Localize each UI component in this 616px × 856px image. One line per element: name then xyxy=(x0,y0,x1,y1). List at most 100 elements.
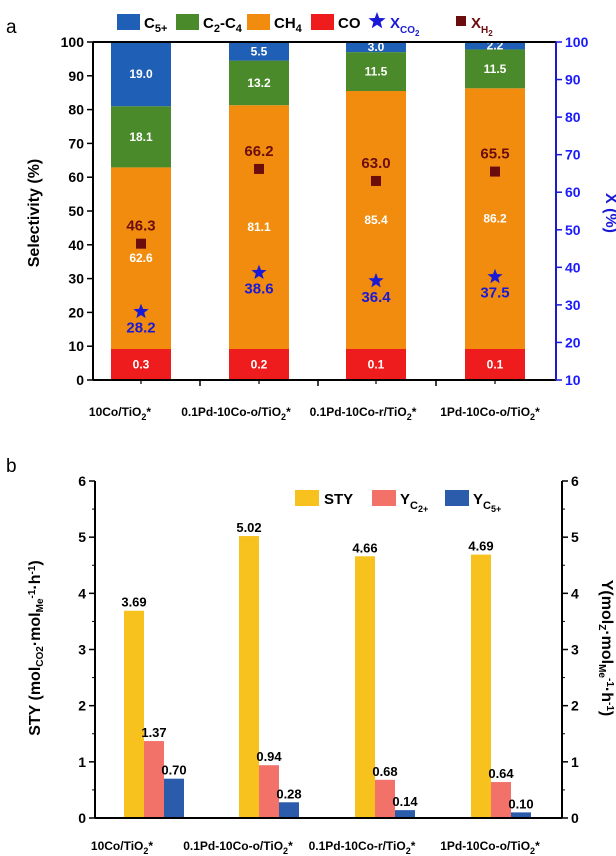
xco2-marker-3 xyxy=(487,268,503,284)
legend-star-icon xyxy=(368,12,386,29)
legend-label-yc5: YC5+ xyxy=(473,491,501,514)
panel-a-ytick-label-6: 60 xyxy=(68,169,84,185)
xh2-marker-2 xyxy=(371,175,381,186)
bar-label-ch4-3: 86.2 xyxy=(483,212,507,226)
bar-sty-1 xyxy=(239,536,259,818)
bar-label-c2c4-3: 11.5 xyxy=(484,62,507,76)
panel-b-y2tick-label-0: 0 xyxy=(571,810,579,826)
panel-b-y2tick-label-5: 5 xyxy=(571,529,579,545)
xco2-label-1: 38.6 xyxy=(244,281,273,298)
panel-b-y2tick-label-2: 2 xyxy=(571,698,579,714)
legend-label-yc2: YC2+ xyxy=(400,491,428,514)
panel-a-ytick-label-3: 30 xyxy=(68,271,84,287)
bar-co-1 xyxy=(229,349,289,380)
bar-yc5-2 xyxy=(395,810,415,818)
panel-b-tick-label-1: 0.1Pd-10Co-o/TiO2* xyxy=(183,839,293,856)
legend-label-xh2: XH2 xyxy=(471,15,493,38)
panel-b: b 3.69 1.37 0.70 5.02 0.94 0.28 4.66 0.68 0.14 4.… xyxy=(6,456,615,856)
bar-label-c2c4-2: 11.5 xyxy=(365,65,388,79)
legend-label-ch4: CH4 xyxy=(274,15,303,35)
panel-a-ytick-label-1: 10 xyxy=(68,338,84,354)
bar-label-sty-0: 3.69 xyxy=(121,595,146,610)
panel-a-y2tick-label-2: 30 xyxy=(565,297,581,313)
legend-swatch-sty xyxy=(295,490,319,506)
panel-a-tick-label-3: 1Pd-10Co-o/TiO2* xyxy=(440,405,540,422)
bar-ch4-3 xyxy=(465,88,525,349)
bar-c5-1 xyxy=(229,42,289,61)
bar-yc5-1 xyxy=(279,802,299,818)
legend-swatch-co xyxy=(311,14,334,30)
panel-b-y2tick-label-4: 4 xyxy=(571,585,579,601)
legend-swatch-c2c4 xyxy=(176,14,199,30)
panel-b-legend: STY YC2+ YC5+ xyxy=(295,490,501,514)
bar-c2c4-1 xyxy=(229,60,289,106)
panel-a-ytick-label-2: 20 xyxy=(68,304,84,320)
panel-a-ytick-label-10: 100 xyxy=(61,34,85,50)
panel-a-ytick-label-0: 0 xyxy=(76,372,84,388)
bar-sty-2 xyxy=(355,556,375,818)
panel-a-ytick-label-5: 50 xyxy=(68,203,84,219)
panel-a-y2tick-label-6: 70 xyxy=(565,147,581,163)
xco2-marker-1 xyxy=(251,264,267,280)
legend-swatch-yc2 xyxy=(372,490,396,506)
panel-a-y2tick-label-9: 100 xyxy=(565,34,589,50)
bar-label-co-1: 0.2 xyxy=(251,358,268,372)
panel-a-ytick-label-9: 90 xyxy=(68,68,84,84)
xco2-marker-0 xyxy=(133,303,149,319)
bar-label-yc5-0: 0.70 xyxy=(161,763,186,778)
panel-b-tick-label-2: 0.1Pd-10Co-r/TiO2* xyxy=(309,839,416,856)
bar-c5-0 xyxy=(111,42,171,107)
legend-swatch-yc5 xyxy=(445,490,469,506)
xh2-label-0: 46.3 xyxy=(126,218,155,235)
bar-label-co-0: 0.3 xyxy=(133,358,150,372)
bar-c5-2 xyxy=(346,42,406,53)
legend-label-c2c4: C2-C4 xyxy=(203,15,243,35)
bar-ch4-2 xyxy=(346,91,406,349)
panel-b-ytick-label-0: 0 xyxy=(78,810,86,826)
bar-label-yc5-1: 0.28 xyxy=(276,786,301,801)
bar-label-co-3: 0.1 xyxy=(487,358,504,372)
legend-label-co: CO xyxy=(338,15,361,32)
panel-b-tick-label-0: 10Co/TiO2* xyxy=(91,839,153,856)
panel-a-ytick-label-7: 70 xyxy=(68,135,84,151)
panel-a-y2tick-label-0: 10 xyxy=(565,372,581,388)
panel-a-ytick-label-4: 40 xyxy=(68,237,84,253)
panel-a-tick-label-1: 0.1Pd-10Co-o/TiO2* xyxy=(181,405,291,422)
bar-yc5-0 xyxy=(164,778,184,818)
legend-label-xco2: XCO2 xyxy=(390,15,420,38)
panel-a-tick-label-2: 0.1Pd-10Co-r/TiO2* xyxy=(310,405,417,422)
bar-sty-0 xyxy=(124,610,144,818)
panel-a-ylabel: Selectivity (%) xyxy=(26,159,43,267)
panel-a-legend: C5+ C2-C4 CH4 CO XCO2 XH2 xyxy=(117,12,493,38)
xco2-label-3: 37.5 xyxy=(480,285,509,302)
panel-b-ytick-label-3: 3 xyxy=(78,642,86,658)
bar-co-2 xyxy=(346,349,406,380)
panel-a-tick-label-0: 10Co/TiO2* xyxy=(89,405,151,422)
bar-label-ch4-1: 81.1 xyxy=(247,220,271,234)
panel-b-y2tick-label-6: 6 xyxy=(571,473,579,489)
bar-yc5-3 xyxy=(511,812,531,818)
panel-b-ytick-label-1: 1 xyxy=(78,754,86,770)
bar-ch4-1 xyxy=(229,105,289,350)
panel-b-ytick-label-6: 6 xyxy=(78,473,86,489)
bar-co-0 xyxy=(111,349,171,380)
panel-b-plot: 3.69 1.37 0.70 5.02 0.94 0.28 4.66 0.68 0.14 4.69… xyxy=(78,473,579,856)
bar-label-c5-0: 19.0 xyxy=(129,67,153,81)
bar-label-ch4-2: 85.4 xyxy=(364,213,388,227)
panel-a-y2tick-label-1: 20 xyxy=(565,334,581,350)
xh2-marker-0 xyxy=(136,238,146,249)
bar-label-c5-1: 5.5 xyxy=(251,44,268,58)
xh2-marker-1 xyxy=(254,163,264,174)
bar-label-yc2-1: 0.94 xyxy=(256,749,282,764)
xco2-marker-2 xyxy=(368,272,384,288)
bar-label-sty-3: 4.69 xyxy=(468,539,493,554)
bar-yc2-2 xyxy=(375,779,395,818)
panel-a-y2tick-label-7: 80 xyxy=(565,109,581,125)
panel-a-plot: 0.3 62.6 18.1 19.0 0.2 81.1 13.2 5.5 0.1 85.4 11.5… xyxy=(61,34,589,422)
bar-ch4-0 xyxy=(111,167,171,349)
xh2-label-2: 63.0 xyxy=(361,155,390,172)
panel-b-tick-label-3: 1Pd-10Co-o/TiO2* xyxy=(440,839,540,856)
panel-a-y2label: X (%) xyxy=(602,193,616,233)
bar-yc2-0 xyxy=(144,741,164,818)
